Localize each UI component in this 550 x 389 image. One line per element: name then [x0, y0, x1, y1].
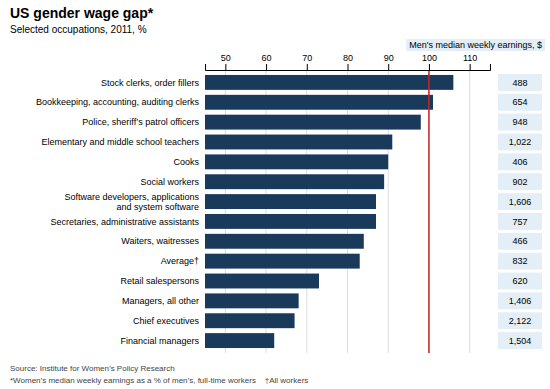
earnings-label: 488 [512, 78, 527, 88]
earnings-label: 1,504 [509, 336, 532, 346]
bar [205, 293, 299, 308]
subtitle: Selected occupations, 2011, % [10, 24, 147, 35]
grid-line [347, 70, 348, 353]
x-tick: 100 [422, 53, 437, 70]
source: Source: Institute for Women’s Policy Res… [10, 364, 175, 373]
x-tick-label: 110 [463, 53, 477, 63]
earnings-box [498, 134, 542, 151]
bar [205, 194, 376, 209]
annotation: Men's median weekly earnings, $ [409, 40, 542, 50]
earnings: 488 654 948 1,022 406 902 1,606 757 466 832 620 1,4… [498, 74, 542, 349]
earnings-label: 1,022 [509, 137, 532, 147]
earnings-label: 620 [512, 276, 527, 286]
bar [205, 254, 360, 269]
x-tick-label: 50 [221, 53, 231, 63]
x-tick: 110 [463, 53, 477, 70]
earnings-label: 948 [512, 117, 527, 127]
x-tick: 60 [262, 53, 272, 70]
x-axis-line [206, 64, 491, 71]
grid-line [388, 70, 389, 353]
earnings-label: 832 [512, 256, 527, 266]
annotation-group: Men's median weekly earnings, $ [406, 39, 545, 51]
x-tick-mark [266, 64, 267, 70]
x-tick: 70 [302, 53, 312, 70]
x-tick-label: 70 [302, 53, 312, 63]
bar [205, 135, 392, 150]
x-tick-label: 80 [343, 53, 353, 63]
x-tick: 90 [384, 53, 394, 70]
earnings-box [498, 273, 542, 290]
bar [205, 313, 295, 328]
earnings-label: 1,406 [509, 296, 532, 306]
x-tick-label: 90 [384, 53, 394, 63]
marks [205, 70, 453, 353]
x-tick-label: 100 [422, 53, 437, 63]
category-label: Retail salespersons [120, 276, 199, 286]
category-label: Cooks [173, 157, 199, 167]
x-tick-mark [348, 64, 349, 70]
category-label: Police, sheriff’s patrol officers [82, 117, 199, 127]
earnings-box [498, 253, 542, 270]
title: US gender wage gap* [10, 5, 154, 21]
bar [205, 75, 453, 90]
earnings-label: 902 [512, 177, 527, 187]
category-label: Secretaries, administrative assistants [50, 217, 199, 227]
bar [205, 174, 384, 189]
earnings-label: 466 [512, 236, 527, 246]
x-tick-mark [307, 64, 308, 70]
grid-line [306, 70, 307, 353]
x-tick-mark [225, 64, 226, 70]
earnings-label: 757 [512, 217, 527, 227]
category-label: Managers, all other [122, 296, 199, 306]
earnings-box [498, 233, 542, 250]
annotation-box [406, 39, 545, 51]
category-label: Average† [161, 256, 199, 266]
category-label: Waiters, waitresses [121, 236, 199, 246]
earnings-box [498, 292, 542, 309]
earnings-box [498, 94, 542, 111]
grid-line [428, 70, 429, 353]
earnings-label: 2,122 [509, 316, 532, 326]
earnings-box [498, 173, 542, 190]
earnings-box [498, 312, 542, 329]
earnings-label: 1,606 [509, 197, 532, 207]
chart: US gender wage gap* Selected occupations,… [0, 0, 550, 389]
earnings-box [498, 332, 542, 349]
grid [225, 70, 469, 353]
bar [205, 274, 319, 289]
earnings-box [498, 193, 542, 210]
category-label: Chief executives [133, 316, 200, 326]
bar [205, 234, 364, 249]
category-label: Financial managers [120, 336, 199, 346]
x-axis: 50 60 70 80 90 100 110 [206, 53, 491, 71]
category-label: Stock clerks, order fillers [101, 78, 200, 88]
grid-line [266, 70, 267, 353]
category-label: Elementary and middle school teachers [41, 137, 199, 147]
grid-line [469, 70, 470, 353]
x-tick: 50 [221, 53, 231, 70]
x-tick-label: 60 [262, 53, 272, 63]
category-label: Software developers, applicationsand sys… [64, 192, 199, 212]
x-tick-mark [388, 64, 389, 70]
earnings-box [498, 74, 542, 91]
earnings-label: 654 [512, 97, 527, 107]
footnote: *Women’s median weekly earnings as a % o… [10, 376, 308, 385]
grid-line [225, 70, 226, 353]
bar [205, 214, 376, 229]
reference-line [428, 70, 430, 353]
category-label: Bookkeeping, accounting, auditing clerks [36, 97, 200, 107]
earnings-box [498, 153, 542, 170]
earnings-label: 406 [512, 157, 527, 167]
bar [205, 154, 388, 169]
bar [205, 95, 433, 110]
category-label: Social workers [140, 177, 199, 187]
bar [205, 115, 421, 130]
category-labels: Stock clerks, order fillers Bookkeeping, … [36, 78, 200, 346]
bar [205, 333, 274, 348]
x-tick-mark [470, 64, 471, 70]
earnings-box [498, 213, 542, 230]
x-tick-mark [429, 64, 430, 70]
earnings-box [498, 114, 542, 131]
x-tick: 80 [343, 53, 353, 70]
